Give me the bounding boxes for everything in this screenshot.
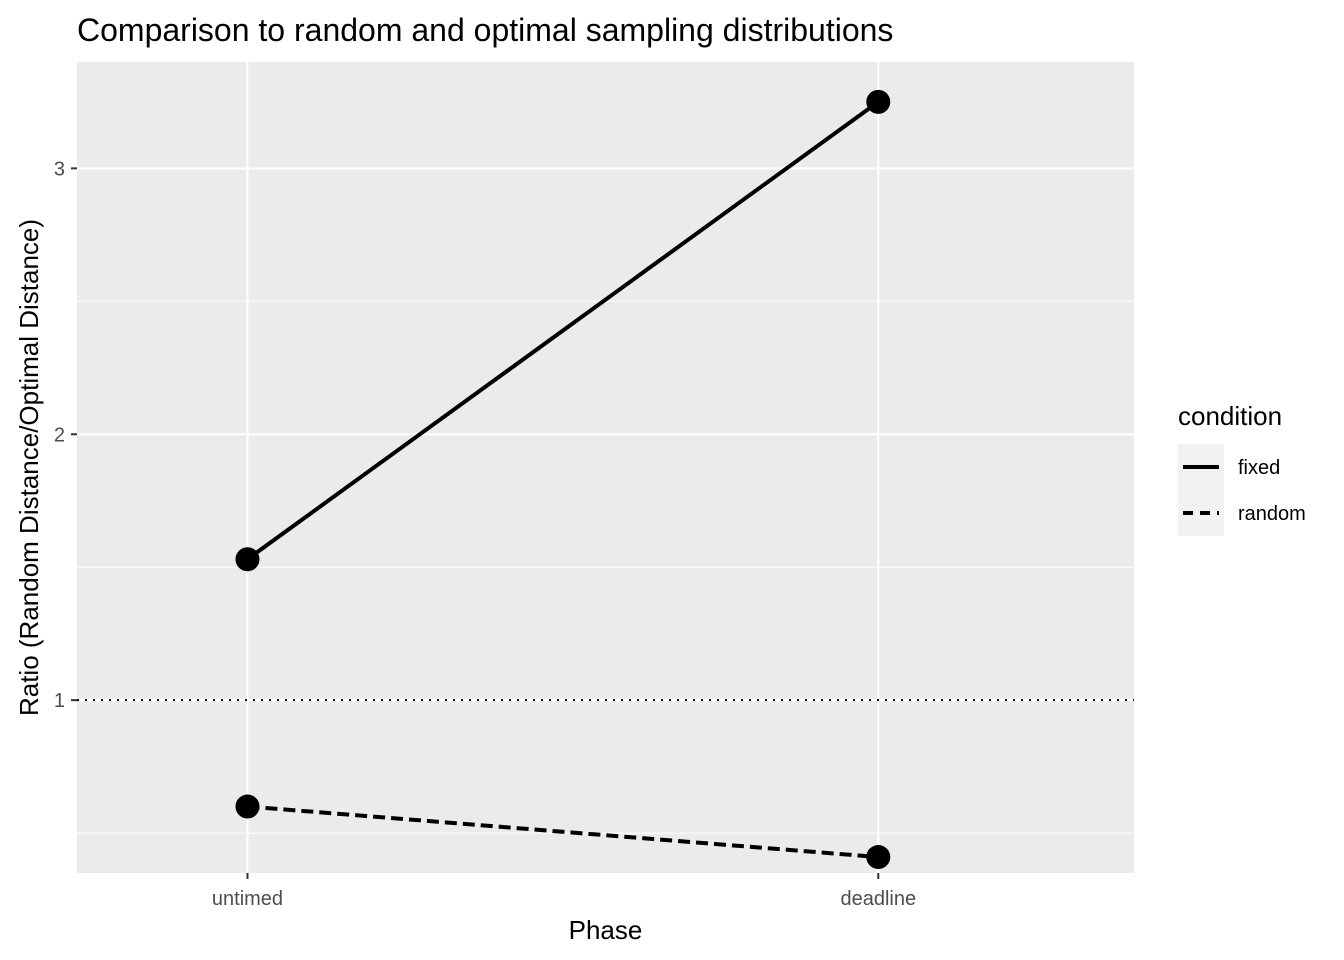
series-line-fixed [246,100,880,561]
point-fixed-deadline [866,89,891,114]
x-axis-title: Phase [569,915,643,945]
data-points [235,89,891,870]
series-lines [246,100,880,860]
y-axis: 1 2 3 [54,158,77,712]
x-axis: untimed deadline [212,873,916,910]
legend-label-fixed: fixed [1238,457,1280,479]
y-tick-label: 3 [54,158,65,180]
x-tick-label: deadline [840,888,916,910]
point-random-untimed [235,794,260,819]
y-tick-label: 1 [54,690,65,712]
chart-title: Comparison to random and optimal samplin… [77,12,893,48]
legend: condition fixed random [1178,401,1306,536]
plot-panel [77,62,1134,873]
x-tick-label: untimed [212,888,283,910]
series-line-random [247,804,879,860]
legend-label-random: random [1238,503,1306,525]
y-axis-title: Ratio (Random Distance/Optimal Distance) [14,219,44,716]
legend-title: condition [1178,401,1282,431]
point-fixed-untimed [235,547,260,572]
y-tick-label: 2 [54,424,65,446]
point-random-deadline [866,845,891,870]
